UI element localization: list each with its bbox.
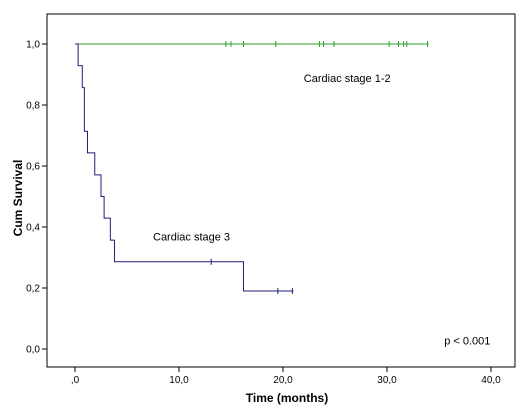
x-axis-title: Time (months) bbox=[246, 391, 328, 405]
y-tick-label: 0,8 bbox=[26, 101, 40, 112]
x-tick-label: 40,0 bbox=[481, 375, 501, 386]
annotation-label: Cardiac stage 1-2 bbox=[304, 73, 391, 85]
plot-frame bbox=[46, 13, 516, 368]
y-tick-label: 0,2 bbox=[26, 284, 40, 295]
series-2-line bbox=[75, 43, 294, 292]
x-tick-label: 30,0 bbox=[377, 375, 397, 386]
x-tick-label: ,0 bbox=[71, 375, 80, 386]
y-tick-label: 0,4 bbox=[26, 223, 40, 234]
x-tick-label: 20,0 bbox=[273, 375, 293, 386]
series-layer bbox=[75, 41, 429, 295]
annotation-layer: Cardiac stage 1-2 Cardiac stage 3 p < 0.00… bbox=[153, 73, 490, 347]
axis-layer: ,0 10,0 20,0 30,0 40,0 0,0 0,2 0,4 0,6 0,8 1,0 bbox=[26, 40, 501, 387]
y-tick-label: 0,6 bbox=[26, 162, 40, 173]
annotation-label: Cardiac stage 3 bbox=[153, 232, 230, 244]
x-tick-label: 10,0 bbox=[169, 375, 189, 386]
y-tick-label: 0,0 bbox=[26, 345, 40, 356]
annotation-label: p < 0.001 bbox=[444, 335, 490, 347]
y-tick-label: 1,0 bbox=[26, 40, 40, 51]
y-axis-title: Cum Survival bbox=[11, 160, 25, 237]
